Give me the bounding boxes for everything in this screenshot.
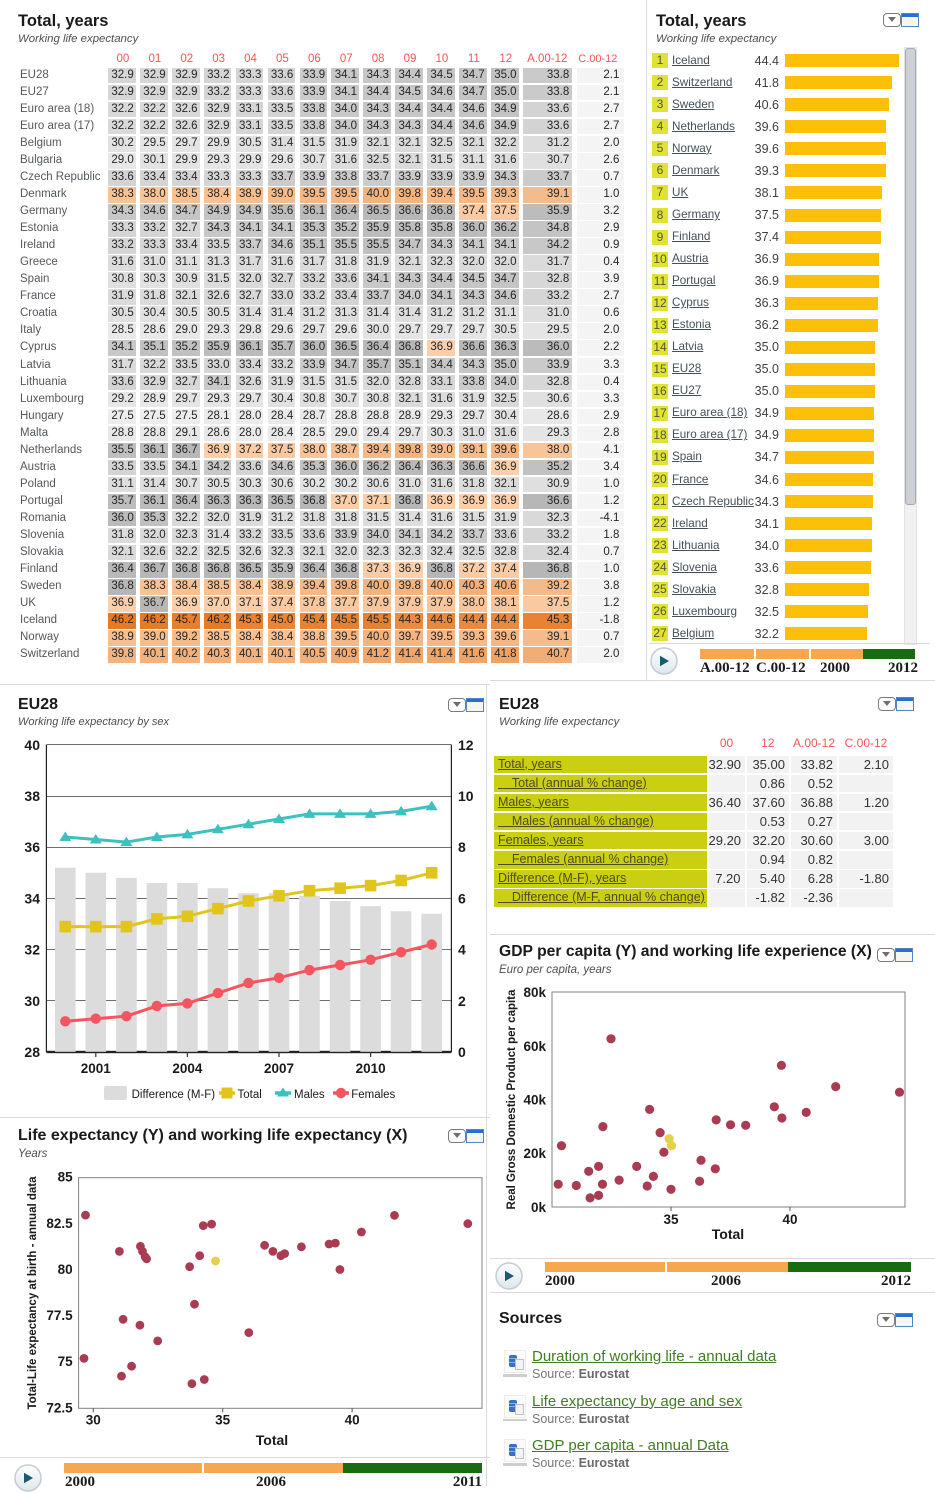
svg-text:82.5: 82.5 [46, 1216, 73, 1231]
svg-text:80: 80 [58, 1262, 73, 1277]
svg-text:0: 0 [458, 1044, 466, 1060]
svg-text:75: 75 [58, 1354, 74, 1369]
svg-text:Males: Males [294, 1089, 325, 1101]
svg-text:6: 6 [458, 890, 466, 906]
svg-text:8: 8 [458, 839, 466, 855]
svg-text:2010: 2010 [356, 1061, 386, 1076]
svg-text:77.5: 77.5 [46, 1308, 73, 1323]
svg-text:80k: 80k [523, 985, 546, 1000]
svg-text:Real Gross Domestic Product pe: Real Gross Domestic Product per capita [506, 989, 518, 1209]
svg-text:2004: 2004 [172, 1061, 203, 1076]
svg-text:Total: Total [238, 1089, 262, 1101]
svg-text:40: 40 [782, 1212, 797, 1227]
svg-text:30: 30 [86, 1412, 101, 1427]
svg-text:12: 12 [458, 737, 474, 753]
svg-text:36: 36 [24, 839, 40, 855]
svg-text:40k: 40k [523, 1093, 546, 1108]
svg-text:2001: 2001 [81, 1061, 112, 1076]
svg-text:40: 40 [345, 1412, 360, 1427]
svg-text:28: 28 [24, 1044, 40, 1060]
svg-text:35: 35 [663, 1212, 679, 1227]
svg-text:35: 35 [215, 1412, 231, 1427]
svg-text:32: 32 [24, 942, 40, 958]
svg-text:40: 40 [24, 737, 40, 753]
svg-text:72.5: 72.5 [46, 1400, 73, 1415]
svg-text:34: 34 [24, 890, 40, 906]
svg-text:20k: 20k [523, 1146, 546, 1161]
svg-text:30: 30 [24, 993, 40, 1009]
svg-text:Total: Total [712, 1226, 744, 1242]
svg-text:2: 2 [458, 993, 466, 1009]
svg-text:60k: 60k [523, 1039, 546, 1054]
svg-text:85: 85 [58, 1170, 74, 1185]
svg-text:4: 4 [458, 942, 466, 958]
svg-text:0k: 0k [531, 1200, 547, 1215]
svg-text:Females: Females [351, 1089, 395, 1101]
svg-text:2007: 2007 [264, 1061, 294, 1076]
svg-text:38: 38 [24, 788, 40, 804]
svg-text:Difference (M-F): Difference (M-F) [132, 1089, 216, 1101]
svg-text:10: 10 [458, 788, 474, 804]
svg-text:Total: Total [256, 1432, 288, 1448]
svg-text:Total-Life expectancy at birth: Total-Life expectancy at birth - annual … [27, 1176, 39, 1410]
